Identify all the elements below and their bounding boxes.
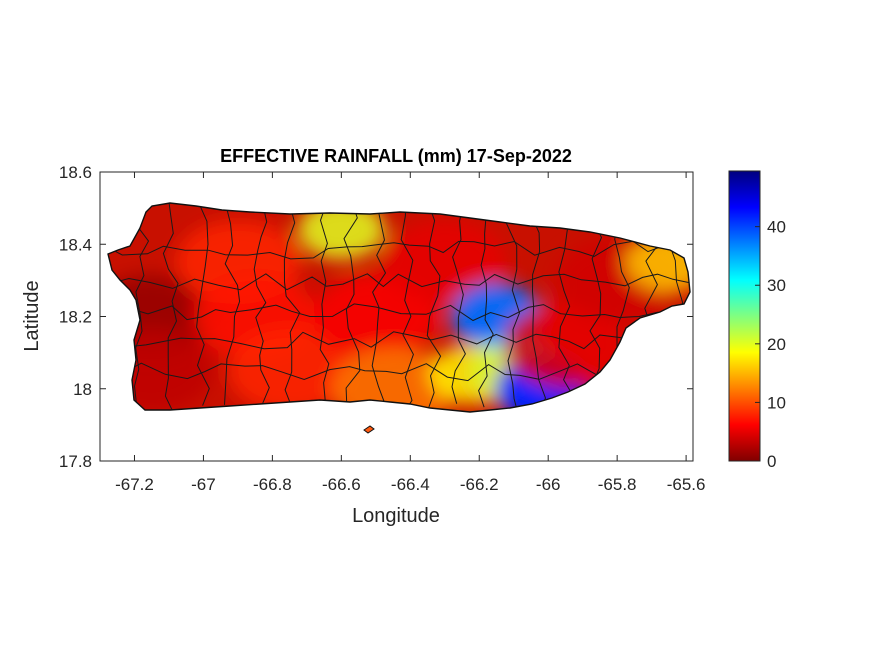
rainfall-region	[428, 344, 517, 405]
municipality-boundary	[108, 303, 690, 322]
municipality-boundary	[162, 203, 179, 412]
municipality-boundary	[371, 203, 387, 406]
municipality-boundary	[253, 203, 270, 409]
x-tick-label: -66	[536, 475, 561, 494]
x-tick-label: -67	[191, 475, 216, 494]
chart-title: EFFECTIVE RAINFALL (mm) 17-Sep-2022	[220, 146, 572, 166]
municipality-boundary	[108, 273, 690, 291]
municipality-boundary	[224, 203, 241, 405]
rainfall-region	[503, 303, 628, 388]
colorbar-tick-label: 0	[767, 452, 776, 471]
municipality-boundary	[478, 203, 494, 408]
municipality-boundary	[108, 331, 688, 350]
rainfall-region	[382, 220, 507, 305]
x-ticks: -67.2 -67 -66.8 -66.6 -66.4 -66.2 -66 -65.8 -65.…	[115, 172, 705, 494]
colorbar: 0 10 20 30 40	[728, 170, 786, 471]
x-axis-label: Longitude	[352, 505, 440, 527]
y-tick-label: 17.8	[59, 452, 92, 471]
y-axis-label: Latitude	[21, 280, 43, 351]
colorbar-tick-label: 30	[767, 276, 786, 295]
colorbar-bar	[728, 170, 761, 462]
municipality-boundary	[319, 203, 330, 401]
municipality-boundary	[400, 203, 414, 412]
municipality-boundary	[108, 362, 683, 382]
small-island	[363, 425, 375, 434]
municipality-boundary	[451, 203, 466, 404]
colorbar-ticks: 0 10 20 30 40	[755, 218, 786, 471]
x-tick-label: -66.2	[460, 475, 499, 494]
y-tick-label: 18.4	[59, 235, 92, 254]
x-tick-label: -67.2	[115, 475, 154, 494]
x-tick-label: -66.6	[322, 475, 361, 494]
y-tick-label: 18.2	[59, 308, 92, 327]
y-tick-label: 18.6	[59, 163, 92, 182]
municipality-boundary	[108, 240, 670, 260]
coastline	[107, 202, 691, 413]
colorbar-tick-label: 20	[767, 335, 786, 354]
plot-axes: -67.2 -67 -66.8 -66.6 -66.4 -66.2 -66 -65.8 -65.…	[59, 163, 706, 494]
x-tick-label: -65.6	[667, 475, 706, 494]
municipality-boundary	[558, 203, 574, 412]
rainfall-region	[297, 203, 386, 260]
x-tick-label: -65.8	[598, 475, 637, 494]
x-tick-label: -66.8	[253, 475, 292, 494]
municipality-boundary	[426, 203, 442, 412]
x-tick-label: -66.4	[391, 475, 430, 494]
rainfall-region	[624, 232, 690, 293]
municipality-boundary	[343, 203, 361, 409]
colorbar-tick-label: 40	[767, 218, 786, 237]
municipality-boundary	[133, 203, 150, 409]
colorbar-tick-label: 10	[767, 393, 786, 412]
y-ticks: 17.8 18 18.2 18.4 18.6	[59, 163, 693, 471]
y-tick-label: 18	[73, 380, 92, 399]
